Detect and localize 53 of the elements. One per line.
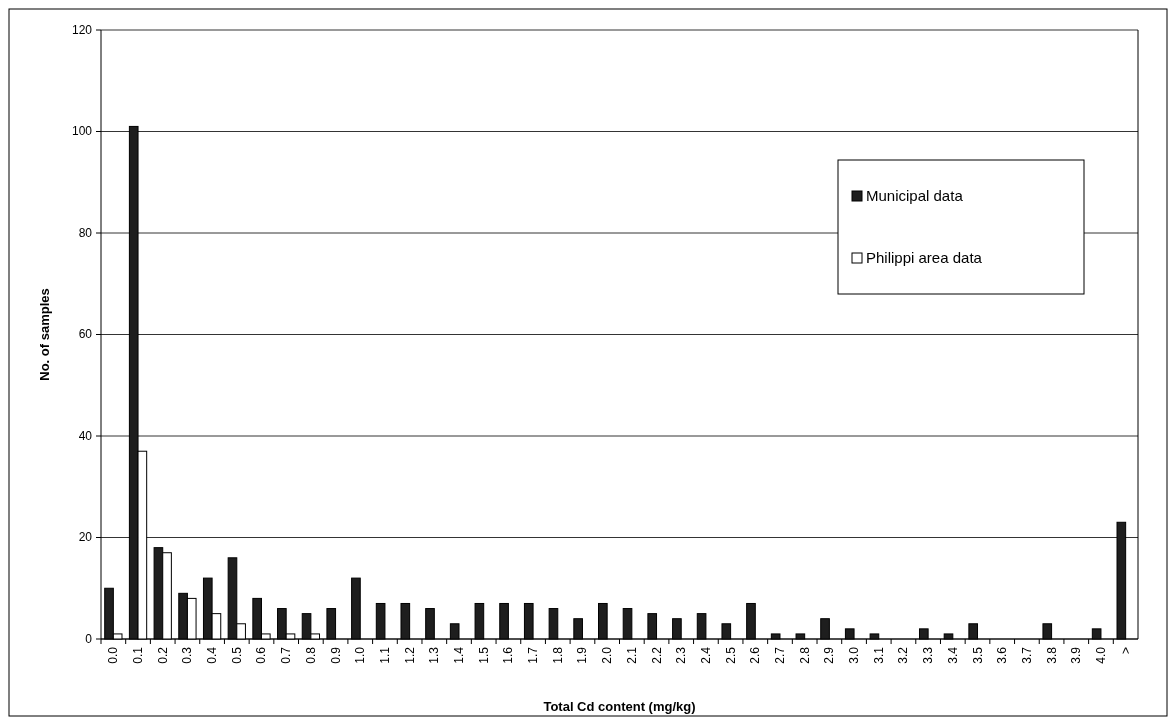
x-tick-label: 2.0 <box>600 646 615 664</box>
y-tick-label: 20 <box>78 530 93 545</box>
x-tick-label: 3.2 <box>896 646 911 664</box>
x-tick-label: 0.2 <box>155 646 170 664</box>
x-axis-title: Total Cd content (mg/kg) <box>543 699 696 714</box>
x-tick-label: 3.8 <box>1044 646 1059 664</box>
x-tick-label: 2.4 <box>698 646 713 664</box>
x-tick-label: 0.1 <box>131 646 146 664</box>
x-tick-label: 4.0 <box>1093 646 1108 664</box>
x-tick-label: 0.5 <box>229 646 244 664</box>
x-tick-label: 1.1 <box>377 646 392 664</box>
y-axis-title: No. of samples <box>37 288 52 381</box>
x-tick-label: 0.6 <box>254 646 269 664</box>
x-tick-label: 3.5 <box>970 646 985 664</box>
x-tick-label: 1.0 <box>353 646 368 664</box>
x-tick-label: 1.4 <box>452 646 467 664</box>
x-tick-label: 0.8 <box>303 646 318 664</box>
x-tick-label: 3.6 <box>995 646 1010 664</box>
x-tick-label: 3.7 <box>1019 646 1034 664</box>
x-tick-label: 1.9 <box>575 646 590 664</box>
x-tick-label: 3.4 <box>945 646 960 664</box>
x-tick-label: > <box>1118 647 1133 655</box>
x-tick-label: 1.7 <box>526 646 541 664</box>
legend-label: Municipal data <box>866 187 964 205</box>
x-tick-label: 3.1 <box>871 646 886 664</box>
x-tick-label: 2.7 <box>772 646 787 664</box>
y-tick-label: 60 <box>78 327 93 342</box>
x-tick-label: 2.3 <box>674 646 689 664</box>
x-tick-label: 3.9 <box>1069 646 1084 664</box>
x-tick-label: 3.3 <box>921 646 936 664</box>
x-tick-label: 1.8 <box>550 646 565 664</box>
legend-label: Philippi area data <box>866 249 983 267</box>
x-tick-label: 1.6 <box>501 646 516 664</box>
x-tick-label: 2.9 <box>822 646 837 664</box>
y-tick-label: 0 <box>85 631 93 646</box>
x-tick-label: 1.5 <box>476 646 491 664</box>
x-tick-label: 0.0 <box>106 646 121 664</box>
x-tick-label: 2.5 <box>723 646 738 664</box>
x-tick-label: 0.9 <box>328 646 343 664</box>
x-tick-label: 2.2 <box>649 646 664 664</box>
x-tick-label: 1.2 <box>402 646 417 664</box>
y-tick-label: 80 <box>78 225 93 240</box>
x-tick-label: 0.7 <box>279 646 294 664</box>
x-tick-label: 2.1 <box>624 646 639 664</box>
y-tick-label: 100 <box>71 124 93 139</box>
x-tick-label: 0.4 <box>205 646 220 664</box>
x-tick-label: 1.3 <box>427 646 442 664</box>
x-tick-label: 0.3 <box>180 646 195 664</box>
y-tick-label: 120 <box>71 22 93 37</box>
x-tick-label: 3.0 <box>847 646 862 664</box>
x-tick-label: 2.6 <box>748 646 763 664</box>
x-tick-label: 2.8 <box>797 646 812 664</box>
y-tick-label: 40 <box>78 428 93 443</box>
